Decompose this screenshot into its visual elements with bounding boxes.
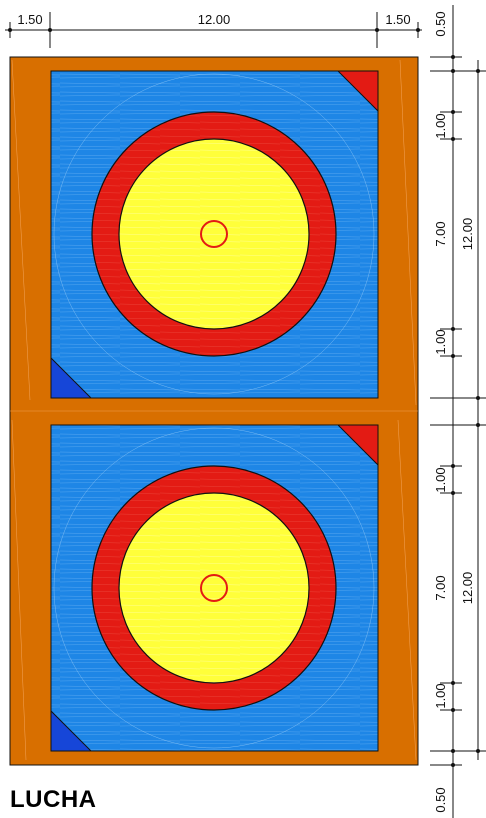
frame-hatch-line — [11, 59, 31, 401]
mat-1-center-circle — [200, 220, 228, 248]
frame-hatch-line — [399, 59, 417, 406]
mat-1 — [50, 70, 379, 399]
dim-top-left: 1.50 — [17, 12, 42, 27]
dim-top-margin: 0.50 — [433, 11, 448, 36]
mat-1-red-corner — [336, 70, 379, 113]
mat-2-center-circle — [200, 574, 228, 602]
mat-1-blue-corner — [50, 356, 93, 399]
dim-mat-2-inner: 7.00 — [433, 575, 448, 600]
frame-hatch-line — [397, 419, 417, 761]
mat-1-central-area — [118, 138, 310, 330]
mat-1-guide-circle — [53, 73, 375, 395]
mat-2-guide-circle — [53, 427, 375, 749]
dim-mat-2-band-top: 1.00 — [433, 467, 448, 492]
mat-2 — [50, 424, 379, 752]
mat-2-red-corner — [336, 424, 379, 467]
top-dimension: 1.50 12.00 1.50 — [5, 12, 422, 48]
dim-top-right: 1.50 — [385, 12, 410, 27]
dim-mat-1-band-top: 1.00 — [433, 113, 448, 138]
frame-hatch-line — [11, 419, 27, 761]
dim-mat-2-outer: 12.00 — [460, 572, 475, 605]
dim-mat-2-band-bottom: 1.00 — [433, 683, 448, 708]
dim-bottom-margin: 0.50 — [433, 787, 448, 812]
dim-mat-1-inner: 7.00 — [433, 221, 448, 246]
dim-mat-1-band-bottom: 1.00 — [433, 329, 448, 354]
right-dimensions: 0.50 1.00 7.00 1.00 12.00 1.00 7.00 1.00… — [430, 5, 486, 818]
mat-2-blue-corner — [50, 709, 93, 752]
dim-top-center: 12.00 — [198, 12, 231, 27]
dim-mat-1-outer: 12.00 — [460, 218, 475, 251]
drawing-title: LUCHA — [10, 786, 97, 813]
mat-2-central-area — [118, 492, 310, 684]
